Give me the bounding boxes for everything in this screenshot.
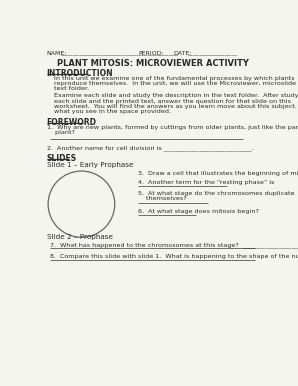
Text: SLIDES: SLIDES: [46, 154, 77, 163]
Text: 1.  Why are new plants, formed by cuttings from older plants, just like the pare: 1. Why are new plants, formed by cutting…: [46, 125, 298, 130]
Text: plant?: plant?: [46, 130, 74, 135]
Text: 8.  Compare this slide with slide 1.  What is happening to the shape of the nucl: 8. Compare this slide with slide 1. What…: [50, 254, 298, 259]
Text: Slide 2 – Prophase: Slide 2 – Prophase: [46, 234, 113, 240]
Text: Slide 1 – Early Prophase: Slide 1 – Early Prophase: [46, 162, 133, 168]
Text: NAME:: NAME:: [46, 51, 67, 56]
Text: ________________: ________________: [187, 51, 237, 56]
Text: _______: _______: [156, 51, 178, 56]
Text: In this unit we examine one of the fundamental processes by which plants: In this unit we examine one of the funda…: [54, 76, 295, 81]
Text: PLANT MITOSIS: MICROVIEWER ACTIVITY: PLANT MITOSIS: MICROVIEWER ACTIVITY: [57, 59, 249, 68]
Text: 6.  At what stage does mitosis begin?: 6. At what stage does mitosis begin?: [138, 209, 259, 214]
Text: 2.  Another name for cell division is ___________________________.: 2. Another name for cell division is ___…: [46, 145, 253, 151]
Text: 7.  What has happened to the chromosomes at this stage?  ___________________: 7. What has happened to the chromosomes …: [50, 242, 298, 247]
Text: reproduce themselves.  In the unit, we will use the Microviewer, microslide and: reproduce themselves. In the unit, we wi…: [54, 81, 298, 86]
Text: 5.  At what stage do the chromosomes duplicate: 5. At what stage do the chromosomes dupl…: [138, 191, 294, 196]
Text: text folder.: text folder.: [54, 86, 89, 91]
Text: each slide and the printed text, answer the question for that slide on this: each slide and the printed text, answer …: [54, 99, 291, 104]
Text: 4.  Another term for the “resting phase” is: 4. Another term for the “resting phase” …: [138, 180, 274, 185]
Text: themselves?: themselves?: [138, 196, 187, 201]
Text: worksheet.  You will find the answers as you learn move about this subject.  Dra: worksheet. You will find the answers as …: [54, 104, 298, 109]
Text: DATE:: DATE:: [174, 51, 192, 56]
Text: _______________________________: _______________________________: [60, 51, 157, 56]
Text: Examine each slide and study the description in the text folder.  After studying: Examine each slide and study the descrip…: [54, 93, 298, 98]
Text: INTRODUCTION: INTRODUCTION: [46, 69, 113, 78]
Text: FOREWORD: FOREWORD: [46, 118, 97, 127]
Text: what you see in the space provided.: what you see in the space provided.: [54, 110, 171, 115]
Text: 3.  Draw a cell that illustrates the beginning of mitosis: 3. Draw a cell that illustrates the begi…: [138, 171, 298, 176]
Text: PERIOD:: PERIOD:: [138, 51, 164, 56]
